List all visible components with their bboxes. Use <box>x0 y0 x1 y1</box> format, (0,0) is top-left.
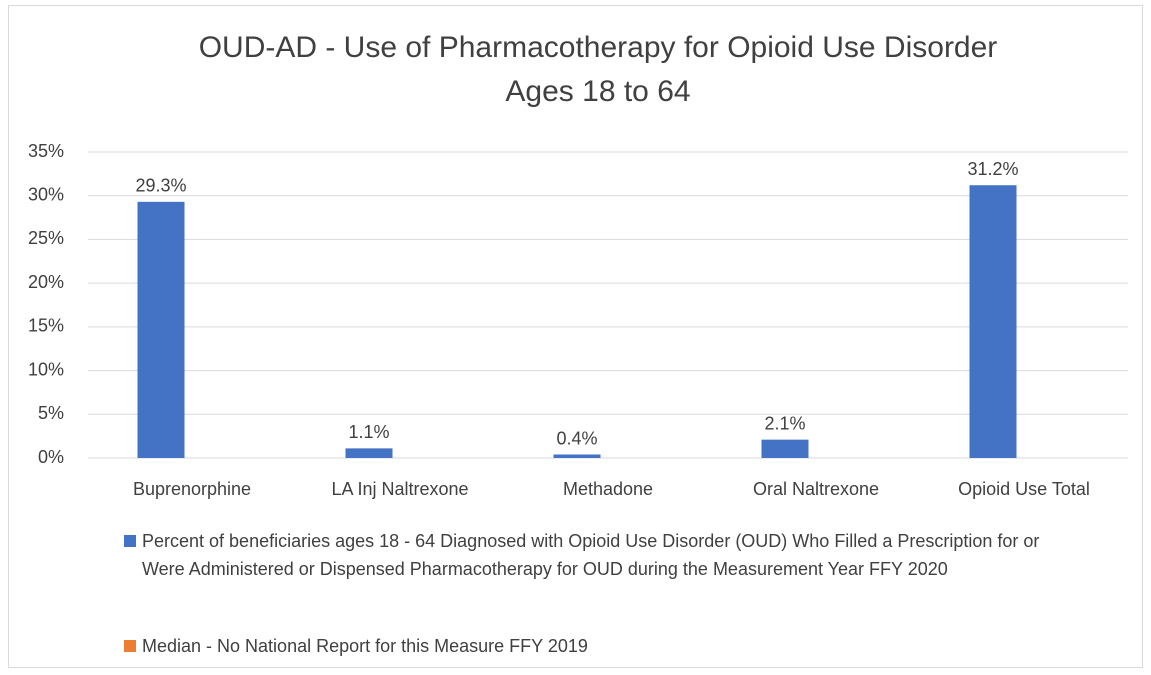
y-tick-label: 5% <box>38 403 64 423</box>
bar <box>137 201 185 458</box>
chart-title: Ages 18 to 64 <box>505 75 690 108</box>
x-tick-label: Buprenorphine <box>133 479 251 499</box>
y-tick-label: 30% <box>28 184 64 204</box>
data-label: 1.1% <box>348 422 389 442</box>
y-tick-label: 10% <box>28 359 64 379</box>
data-label: 0.4% <box>556 428 597 448</box>
x-tick-label: Methadone <box>563 479 653 499</box>
chart-title: OUD-AD - Use of Pharmacotherapy for Opio… <box>199 31 998 64</box>
x-tick-label: Oral Naltrexone <box>753 479 879 499</box>
data-label: 2.1% <box>764 413 805 433</box>
bar <box>345 448 393 458</box>
bar <box>969 185 1017 459</box>
legend-entry: Percent of beneficiaries ages 18 - 64 Di… <box>124 527 1054 583</box>
data-label: 31.2% <box>967 159 1018 179</box>
x-tick-label: Opioid Use Total <box>958 479 1090 499</box>
y-tick-label: 0% <box>38 447 64 467</box>
x-tick-label: LA Inj Naltrexone <box>331 479 468 499</box>
chart-border <box>8 5 1143 668</box>
y-tick-label: 25% <box>28 228 64 248</box>
legend-label: Median - No National Report for this Mea… <box>142 636 588 656</box>
data-label: 29.3% <box>135 176 186 196</box>
y-tick-label: 15% <box>28 316 64 336</box>
legend-entry: Median - No National Report for this Mea… <box>124 632 1054 660</box>
legend-swatch <box>124 640 136 652</box>
legend-swatch <box>124 535 136 547</box>
legend-label: Percent of beneficiaries ages 18 - 64 Di… <box>142 531 1040 579</box>
bar <box>553 454 601 458</box>
bar <box>761 439 809 458</box>
y-tick-label: 20% <box>28 272 64 292</box>
y-tick-label: 35% <box>28 141 64 161</box>
